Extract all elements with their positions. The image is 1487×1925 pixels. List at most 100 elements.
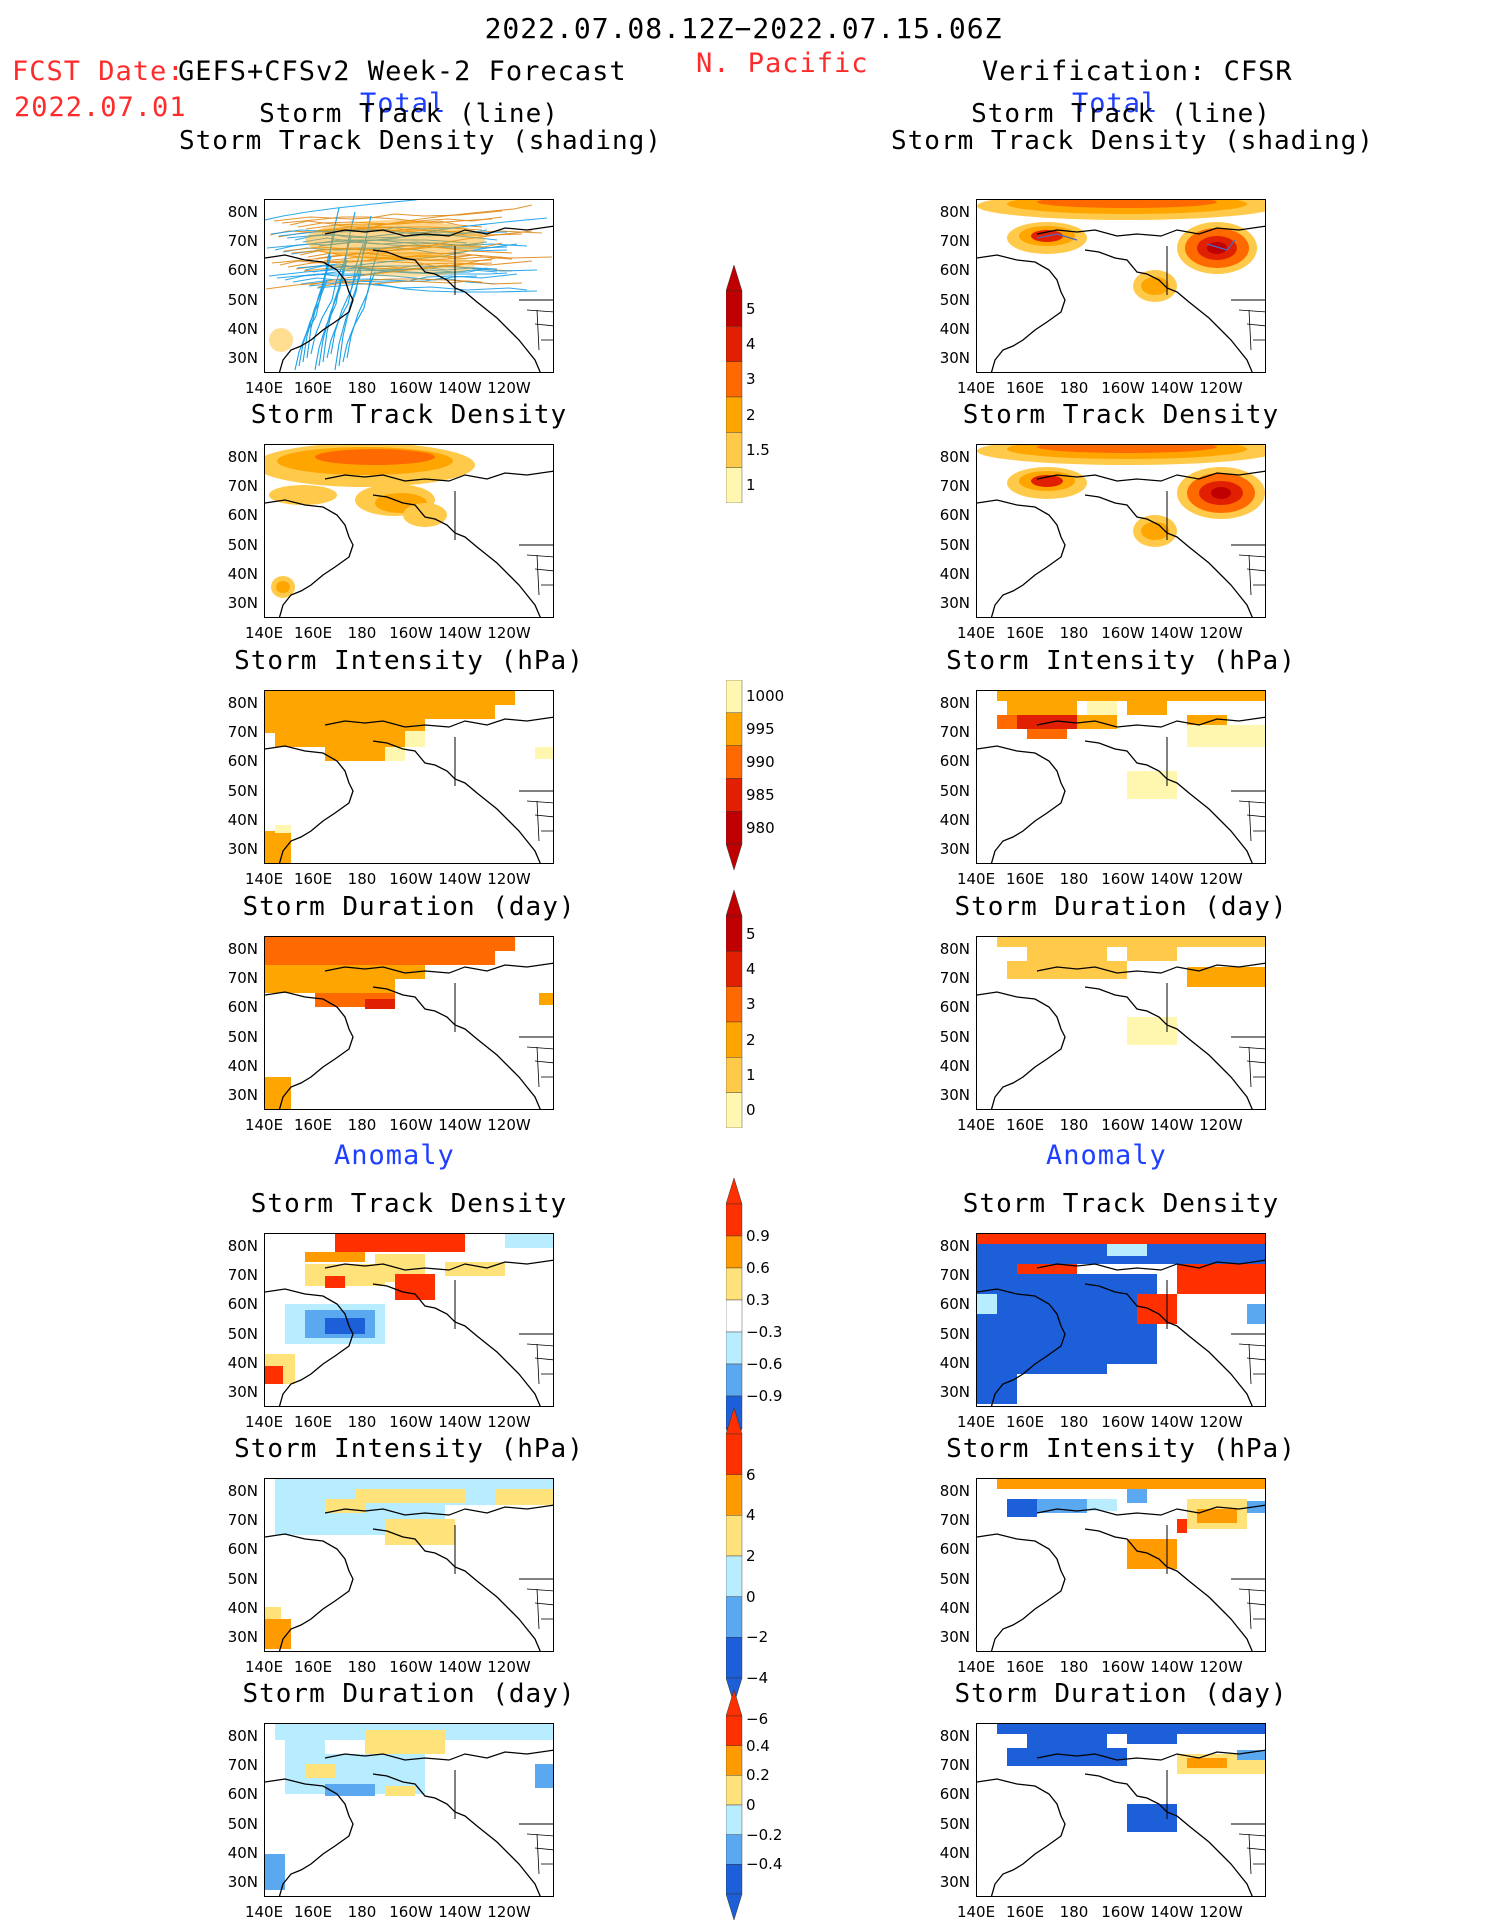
colorbar-label: 0.6: [746, 1259, 770, 1277]
lat-label: 40N: [227, 1599, 258, 1617]
lat-label: 70N: [227, 1756, 258, 1774]
lat-label: 30N: [939, 1628, 970, 1646]
lon-label: 120W: [1199, 624, 1243, 642]
lon-label: 160E: [293, 379, 333, 397]
lon-label: 120W: [487, 1658, 531, 1676]
lon-label: 160W: [389, 1413, 433, 1431]
lat-label: 80N: [939, 203, 970, 221]
lat-label: 60N: [227, 261, 258, 279]
lon-label: 140W: [438, 1116, 482, 1134]
lat-label: 70N: [227, 232, 258, 250]
lon-label: 160E: [293, 1658, 333, 1676]
lon-label: 180: [347, 379, 377, 397]
lat-label: 70N: [227, 1266, 258, 1284]
lat-label: 50N: [939, 782, 970, 800]
lat-label: 40N: [939, 320, 970, 338]
lon-label: 180: [1059, 624, 1089, 642]
colorbar-duration_anom: [725, 1689, 743, 1924]
lat-label: 70N: [227, 969, 258, 987]
panel-title-track_shading: Storm Track Density (shading): [891, 126, 1374, 156]
lon-label: 180: [1059, 870, 1089, 888]
lon-label: 120W: [1199, 1903, 1243, 1921]
lon-label: 140W: [1150, 379, 1194, 397]
lat-label: 80N: [227, 203, 258, 221]
lon-label: 120W: [487, 1116, 531, 1134]
lat-label: 50N: [227, 1570, 258, 1588]
panel-title-density: Storm Track Density: [250, 400, 568, 430]
lat-label: 80N: [939, 940, 970, 958]
right-anomaly-label: Anomaly: [1046, 1140, 1167, 1171]
fcst-model: GEFS+CFSv2 Week-2 Forecast: [178, 56, 627, 87]
lat-label: 50N: [939, 1570, 970, 1588]
colorbar-intensity_total: [725, 679, 743, 874]
lon-label: 160E: [1005, 379, 1045, 397]
lon-label: 140W: [1150, 1116, 1194, 1134]
colorbar-intensity_anom: [725, 1407, 743, 1708]
colorbar-label: 1000: [746, 687, 785, 706]
panel-title-intensity: Storm Intensity (hPa): [234, 1434, 584, 1464]
lat-label: 60N: [227, 998, 258, 1016]
lon-label: 120W: [1199, 1658, 1243, 1676]
lat-label: 70N: [227, 477, 258, 495]
lon-label: 180: [347, 624, 377, 642]
colorbar-label: −2: [746, 1628, 769, 1647]
forecast-map-0: [264, 199, 554, 373]
colorbar-label: 0.9: [746, 1227, 770, 1245]
lat-label: 80N: [939, 694, 970, 712]
colorbar-label: 4: [746, 960, 756, 978]
lat-label: 30N: [939, 594, 970, 612]
lat-label: 40N: [227, 565, 258, 583]
lat-label: 50N: [227, 291, 258, 309]
colorbar-label: 990: [746, 753, 775, 771]
lon-label: 180: [347, 1116, 377, 1134]
lat-label: 40N: [227, 1354, 258, 1372]
lat-label: 50N: [227, 1325, 258, 1343]
colorbar-label: 4: [746, 335, 756, 353]
lon-label: 160W: [389, 870, 433, 888]
lon-label: 140E: [956, 624, 996, 642]
panel-title-density: Storm Track Density: [250, 1189, 568, 1219]
colorbar-label: 5: [746, 924, 756, 943]
lat-label: 50N: [227, 1815, 258, 1833]
forecast-map-2: [264, 690, 554, 864]
lon-label: 160E: [1005, 1903, 1045, 1921]
panel-title-intensity: Storm Intensity (hPa): [946, 646, 1296, 676]
lat-label: 50N: [939, 536, 970, 554]
lon-label: 140E: [244, 379, 284, 397]
lon-label: 160W: [1101, 1116, 1145, 1134]
verif-map-6: [976, 1723, 1266, 1897]
lat-label: 40N: [939, 811, 970, 829]
lat-label: 60N: [939, 998, 970, 1016]
lat-label: 50N: [939, 291, 970, 309]
verif-map-4: [976, 1233, 1266, 1407]
colorbar-duration_total: [725, 889, 743, 1132]
lat-label: 80N: [227, 1237, 258, 1255]
colorbar-label: 2: [746, 405, 756, 424]
lon-label: 140E: [956, 1903, 996, 1921]
lon-label: 160W: [1101, 1413, 1145, 1431]
lat-label: 50N: [227, 782, 258, 800]
panel-title-track_line: Storm Track (line): [259, 99, 559, 129]
verification-label: Verification: CFSR: [982, 56, 1293, 87]
colorbar-label: −0.3: [746, 1323, 783, 1341]
lat-label: 40N: [227, 811, 258, 829]
lon-label: 120W: [487, 870, 531, 888]
lat-label: 50N: [939, 1325, 970, 1343]
lon-label: 140W: [438, 1903, 482, 1921]
lon-label: 140E: [956, 379, 996, 397]
lat-label: 80N: [227, 1482, 258, 1500]
lat-label: 70N: [939, 723, 970, 741]
lon-label: 180: [347, 1413, 377, 1431]
lat-label: 60N: [227, 506, 258, 524]
panel-title-duration: Storm Duration (day): [242, 892, 576, 922]
lon-label: 140E: [956, 1116, 996, 1134]
lon-label: 160E: [293, 624, 333, 642]
lon-label: 160W: [389, 1116, 433, 1134]
lon-label: 180: [347, 1658, 377, 1676]
lat-label: 40N: [939, 1057, 970, 1075]
lat-label: 70N: [939, 1266, 970, 1284]
lat-label: 70N: [939, 232, 970, 250]
forecast-map-5: [264, 1478, 554, 1652]
lat-label: 60N: [227, 1785, 258, 1803]
colorbar-label: 1: [746, 1066, 756, 1084]
